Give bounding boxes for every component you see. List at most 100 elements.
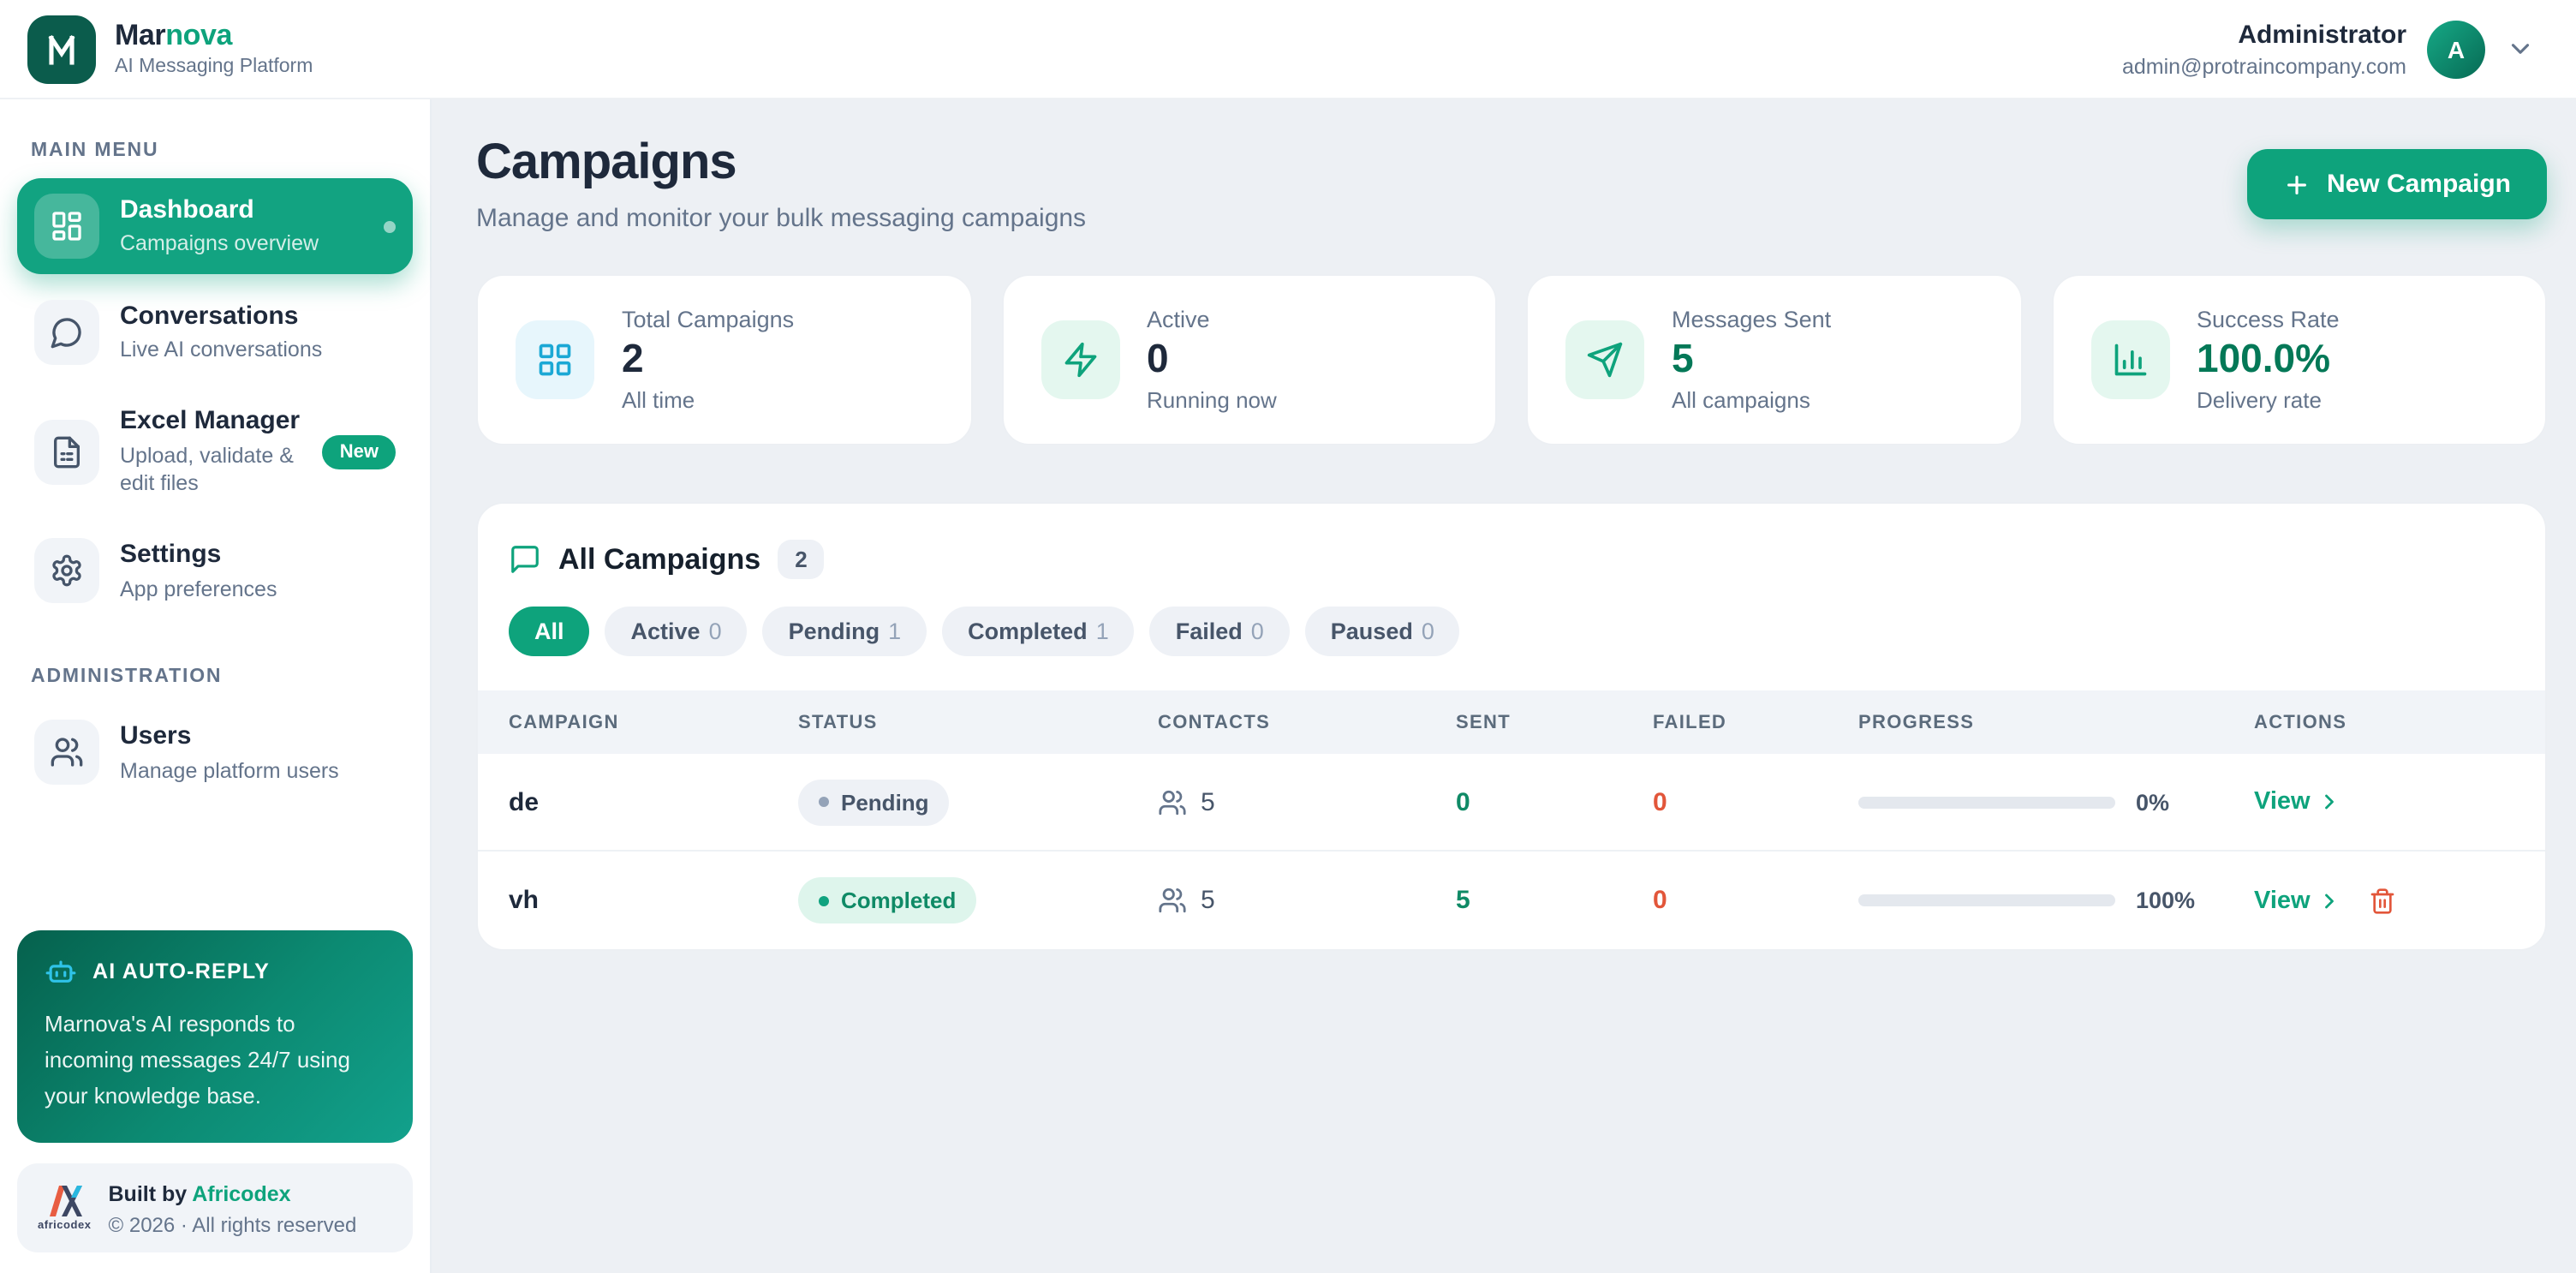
sidebar-item-settings[interactable]: Settings App preferences xyxy=(17,523,413,619)
view-link[interactable]: View xyxy=(2254,888,2341,915)
stat-value: 0 xyxy=(1147,336,1169,381)
campaign-count-badge: 2 xyxy=(778,540,825,580)
filter-chips: All Active 0 Pending 1 Completed 1 Failed 0 … xyxy=(478,580,2545,691)
sidebar-item-conversations[interactable]: Conversations Live AI conversations xyxy=(17,284,413,380)
sidebar-item-label: Conversations xyxy=(120,301,299,330)
contacts-count: 5 xyxy=(1201,787,1215,817)
status-dot-icon xyxy=(819,797,829,808)
filter-chip-active[interactable]: Active 0 xyxy=(605,607,748,657)
progress-bar xyxy=(1858,894,2115,907)
account-email: admin@protraincompany.com xyxy=(2122,54,2406,78)
chat-bubble-icon xyxy=(34,300,99,365)
gear-icon xyxy=(34,538,99,604)
progress-percent: 0% xyxy=(2136,789,2170,816)
chevron-right-icon xyxy=(2317,889,2341,913)
campaign-name: de xyxy=(509,787,540,817)
sidebar-item-label: Users xyxy=(120,720,192,750)
stat-cards: Total Campaigns 2 All time Active 0 R xyxy=(476,274,2547,446)
contacts-count: 5 xyxy=(1201,886,1215,916)
grid-icon xyxy=(516,320,594,400)
trash-icon xyxy=(2369,888,2396,915)
sidebar-item-label: Dashboard xyxy=(120,194,254,224)
sidebar-item-excel-manager[interactable]: Excel Manager Upload, validate & edit fi… xyxy=(17,391,413,513)
panel-title: All Campaigns xyxy=(558,542,761,576)
plus-icon xyxy=(2284,170,2311,198)
chevron-down-icon xyxy=(2506,34,2535,63)
ai-auto-reply-card: AI AUTO-REPLY Marnova's AI responds to i… xyxy=(17,929,413,1143)
column-header: SENT xyxy=(1456,712,1511,733)
column-header: ACTIONS xyxy=(2254,712,2347,733)
users-icon xyxy=(1158,788,1187,817)
progress-bar xyxy=(1858,796,2115,809)
avatar: A xyxy=(2427,20,2485,78)
sidebar-item-description: Manage platform users xyxy=(120,758,339,782)
brand: Marnova AI Messaging Platform xyxy=(27,15,313,83)
view-link[interactable]: View xyxy=(2254,789,2341,816)
progress-percent: 100% xyxy=(2136,888,2196,914)
stat-caption: All campaigns xyxy=(1672,387,1810,414)
filter-chip-failed[interactable]: Failed 0 xyxy=(1149,607,1290,657)
account-menu[interactable]: Administrator admin@protraincompany.com … xyxy=(2122,20,2535,78)
table-row: de Pending 5 0 0 xyxy=(478,755,2545,852)
filter-chip-pending[interactable]: Pending 1 xyxy=(762,607,927,657)
lightning-icon xyxy=(1041,320,1119,400)
sidebar-item-label: Settings xyxy=(120,539,222,569)
failed-count: 0 xyxy=(1653,787,1667,817)
brand-tagline: AI Messaging Platform xyxy=(115,57,313,78)
sidebar-item-dashboard[interactable]: Dashboard Campaigns overview xyxy=(17,178,413,274)
users-icon xyxy=(34,720,99,786)
bar-chart-icon xyxy=(2090,320,2169,400)
send-icon xyxy=(1565,320,1644,400)
administration-label: ADMINISTRATION xyxy=(31,666,223,688)
stat-card-total-campaigns: Total Campaigns 2 All time xyxy=(476,274,972,446)
status-badge: Pending xyxy=(798,779,950,826)
dashboard-grid-icon xyxy=(34,194,99,259)
chevron-right-icon xyxy=(2317,791,2341,815)
sidebar-item-label: Excel Manager xyxy=(120,406,301,435)
users-icon xyxy=(1158,887,1187,916)
stat-card-messages-sent: Messages Sent 5 All campaigns xyxy=(1526,274,2022,446)
page-subtitle: Manage and monitor your bulk messaging c… xyxy=(476,204,1087,234)
table-row: vh Completed 5 5 0 xyxy=(478,852,2545,950)
column-header: STATUS xyxy=(798,712,878,733)
sidebar-item-description: Upload, validate & edit files xyxy=(120,443,294,496)
failed-count: 0 xyxy=(1653,886,1667,916)
stat-caption: Running now xyxy=(1147,387,1277,414)
message-square-icon xyxy=(509,544,541,577)
filter-chip-completed[interactable]: Completed 1 xyxy=(942,607,1135,657)
main-menu-label: MAIN MENU xyxy=(31,140,159,161)
sidebar: MAIN MENU Dashboard Campaigns overview xyxy=(0,99,432,1273)
stat-label: Active xyxy=(1147,307,1210,333)
brand-logo-icon xyxy=(27,15,96,83)
page-title: Campaigns xyxy=(476,135,737,190)
stat-label: Messages Sent xyxy=(1672,307,1832,333)
sidebar-item-description: App preferences xyxy=(120,577,277,601)
robot-icon xyxy=(45,956,77,989)
column-header: CONTACTS xyxy=(1158,712,1271,733)
column-header: CAMPAIGN xyxy=(509,712,619,733)
stat-value: 2 xyxy=(622,336,644,381)
stat-caption: All time xyxy=(622,387,695,414)
active-indicator-dot xyxy=(384,220,396,232)
campaigns-panel: All Campaigns 2 All Active 0 Pending 1 Com… xyxy=(476,502,2547,952)
sidebar-item-description: Live AI conversations xyxy=(120,338,323,362)
filter-chip-paused[interactable]: Paused 0 xyxy=(1304,607,1460,657)
stat-value: 100.0% xyxy=(2197,336,2331,381)
status-badge: Completed xyxy=(798,877,977,924)
ai-card-title: AI AUTO-REPLY xyxy=(92,959,271,984)
new-campaign-button[interactable]: New Campaign xyxy=(2247,149,2547,220)
spreadsheet-file-icon xyxy=(34,419,99,485)
column-header: PROGRESS xyxy=(1858,712,1975,733)
delete-button[interactable] xyxy=(2369,888,2396,915)
filter-chip-all[interactable]: All xyxy=(509,607,590,657)
stat-label: Total Campaigns xyxy=(622,307,795,333)
status-dot-icon xyxy=(819,895,829,906)
account-name: Administrator xyxy=(2238,20,2406,49)
stat-card-success-rate: Success Rate 100.0% Delivery rate xyxy=(2051,274,2547,446)
stat-card-active: Active 0 Running now xyxy=(1001,274,1497,446)
sent-count: 0 xyxy=(1456,787,1470,817)
stat-caption: Delivery rate xyxy=(2197,387,2322,414)
sidebar-item-users[interactable]: Users Manage platform users xyxy=(17,705,413,801)
stat-value: 5 xyxy=(1672,336,1694,381)
